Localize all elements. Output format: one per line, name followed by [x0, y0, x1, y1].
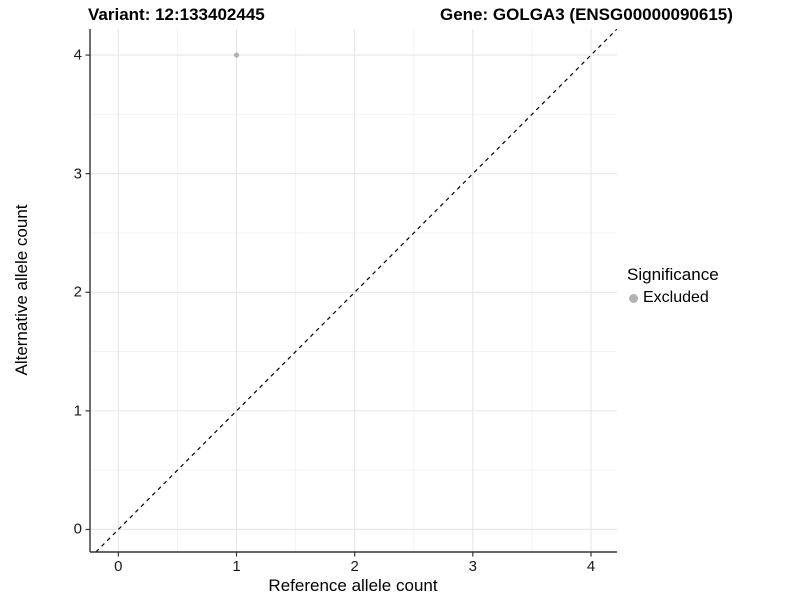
x-tick-label: 2	[350, 558, 359, 575]
plot-title-variant: Variant: 12:133402445	[88, 5, 265, 24]
x-tick-label: 1	[232, 558, 241, 575]
legend-title: Significance	[627, 265, 719, 284]
y-tick-label: 0	[73, 520, 82, 538]
x-axis-title: Reference allele count	[268, 576, 438, 595]
identity-line	[95, 29, 617, 552]
scatter-point	[233, 52, 240, 58]
y-tick-label: 2	[73, 283, 82, 301]
legend-entry-excluded: Excluded	[629, 289, 719, 307]
y-tick-label: 4	[73, 46, 82, 64]
y-tick-label: 1	[73, 402, 82, 420]
plot-title-gene: Gene: GOLGA3 (ENSG00000090615)	[440, 5, 733, 24]
x-tick-label: 0	[114, 558, 123, 575]
legend-entries: Excluded	[627, 289, 719, 307]
legend-label: Excluded	[643, 289, 709, 306]
y-tick-label: 3	[73, 165, 82, 183]
x-tick-label: 4	[586, 558, 596, 575]
x-tick-label: 3	[468, 558, 477, 575]
y-axis-title: Alternative allele count	[12, 204, 31, 376]
legend-marker-excluded-icon	[629, 293, 638, 303]
legend: Significance Excluded	[627, 265, 719, 307]
